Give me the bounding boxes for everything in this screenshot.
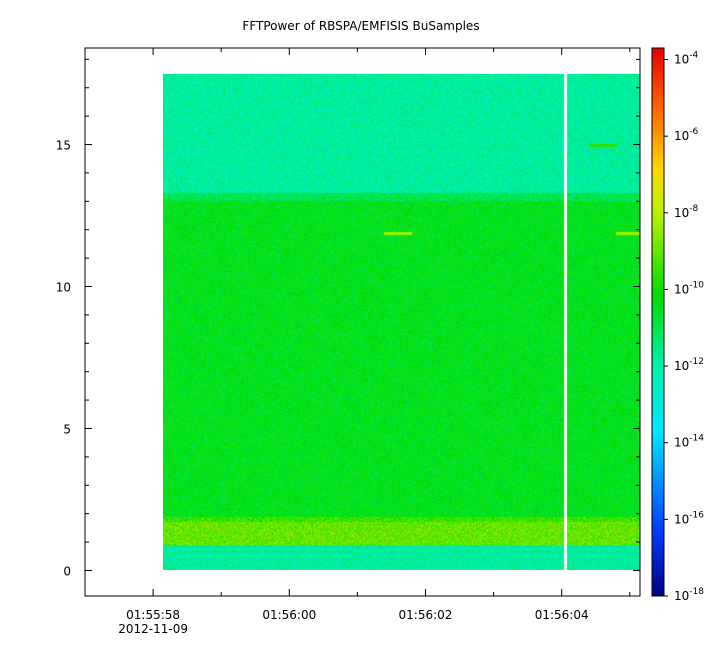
colorbar-tick-base: 10 bbox=[674, 282, 689, 296]
spectrogram-image bbox=[163, 74, 640, 570]
y-axis: 0 5 10 15 bbox=[56, 58, 640, 578]
y-tick-label: 10 bbox=[56, 281, 71, 295]
colorbar-tick-base: 10 bbox=[674, 589, 689, 603]
plot-frame bbox=[84, 47, 641, 597]
colorbar-tick-base: 10 bbox=[674, 436, 689, 450]
colorbar-tick-exponent: -16 bbox=[689, 510, 704, 520]
colorbar-tick-base: 10 bbox=[674, 512, 689, 526]
colorbar-tick-exponent: -12 bbox=[689, 357, 704, 367]
colorbar-tick-base: 10 bbox=[674, 129, 689, 143]
colorbar-tick-label: 10-4 bbox=[674, 51, 699, 67]
colorbar-gradient bbox=[651, 47, 665, 597]
x-tick-label: 01:56:04 bbox=[535, 608, 589, 622]
colorbar-tick-label: 10-10 bbox=[674, 280, 704, 296]
colorbar-tick-exponent: -8 bbox=[689, 204, 698, 214]
colorbar-tick-base: 10 bbox=[674, 53, 689, 67]
colorbar-tick-label: 10-6 bbox=[674, 127, 699, 143]
colorbar-tick-label: 10-8 bbox=[674, 204, 699, 220]
colorbar-tick-exponent: -14 bbox=[689, 434, 704, 444]
y-tick-label: 15 bbox=[56, 139, 71, 153]
colorbar-tick-label: 10-18 bbox=[674, 587, 704, 603]
y-tick-label: 0 bbox=[63, 564, 71, 578]
colorbar-tick-label: 10-16 bbox=[674, 510, 704, 526]
colorbar-tick-base: 10 bbox=[674, 359, 689, 373]
colorbar-tick-exponent: -18 bbox=[689, 587, 704, 597]
colorbar-tick-exponent: -6 bbox=[689, 127, 698, 137]
colorbar-tick-label: 10-14 bbox=[674, 434, 704, 450]
x-tick-label: 01:56:00 bbox=[262, 608, 316, 622]
x-tick-date-label: 2012-11-09 bbox=[118, 622, 188, 636]
colorbar-tick-label: 10-12 bbox=[674, 357, 704, 373]
chart-title: FFTPower of RBSPA/EMFISIS BuSamples bbox=[242, 19, 479, 33]
colorbar-tick-base: 10 bbox=[674, 206, 689, 220]
y-tick-label: 5 bbox=[63, 422, 71, 436]
colorbar-tick-exponent: -4 bbox=[689, 51, 698, 61]
x-tick-label: 01:55:58 bbox=[126, 608, 180, 622]
colorbar-tick-exponent: -10 bbox=[689, 280, 704, 290]
spectrogram-raster bbox=[163, 74, 640, 570]
x-tick-label: 01:56:02 bbox=[399, 608, 453, 622]
